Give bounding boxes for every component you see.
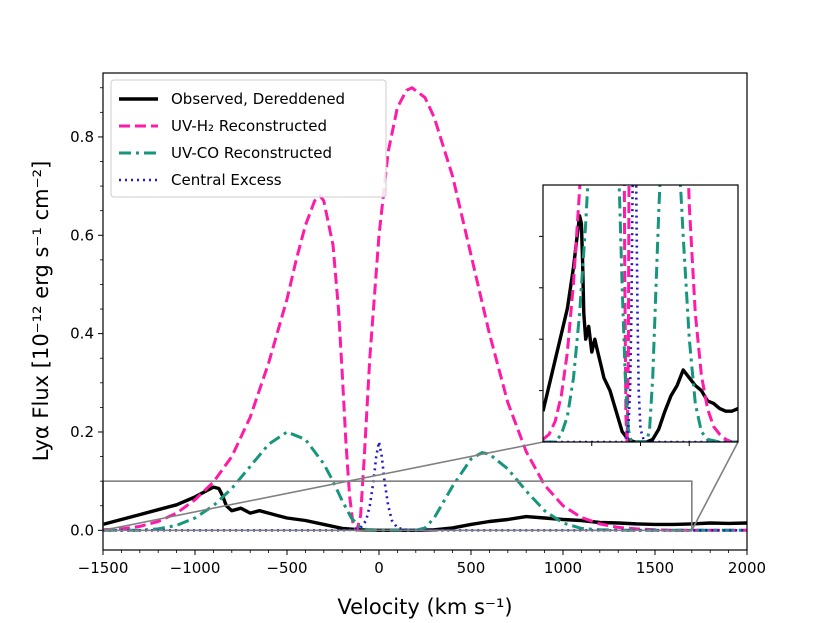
y-tick-label: 0.2 <box>70 423 94 441</box>
legend-label: UV-H₂ Reconstructed <box>171 117 327 135</box>
y-tick-label: 0.6 <box>70 226 94 244</box>
x-tick-label: 1000 <box>544 559 582 577</box>
y-tick-label: 0.0 <box>70 521 94 539</box>
series-line-uv-h2-reconstructed <box>103 86 747 532</box>
x-tick-label: −1500 <box>78 559 129 577</box>
y-tick-label: 0.4 <box>70 325 94 343</box>
x-tick-label: −1000 <box>170 559 221 577</box>
plot-area-frame <box>102 72 748 551</box>
x-tick-label: 500 <box>457 559 486 577</box>
legend-label: Central Excess <box>171 171 282 189</box>
series-line-central-excess <box>103 440 747 532</box>
axis-ticks: −1500 −1000 −500 0 500 1000 1500 2000 0.0 0.2 0.4 0… <box>70 87 766 577</box>
x-tick-label: 2000 <box>728 559 766 577</box>
legend-label: UV-CO Reconstructed <box>171 144 332 162</box>
inset-series-line-central-excess <box>543 185 738 442</box>
inset-series-line-uv-h2-reconstructed <box>543 185 738 442</box>
inset-series-line-uv-co-reconstructed <box>543 185 738 442</box>
legend: Observed, Dereddened UV-H₂ Reconstructed U… <box>110 79 387 198</box>
x-tick-label: 0 <box>374 559 384 577</box>
x-tick-label: −500 <box>266 559 307 577</box>
y-axis-label: Lyα Flux [10⁻¹² erg s⁻¹ cm⁻²] <box>29 161 53 462</box>
y-tick-label: 0.8 <box>70 128 94 146</box>
legend-label: Observed, Dereddened <box>171 90 345 108</box>
inset-series-layer <box>543 185 738 442</box>
inset-connector-line <box>691 441 739 531</box>
inset-connector-line <box>102 441 544 532</box>
legend-box <box>110 79 387 198</box>
inset-ticks <box>539 235 690 446</box>
x-tick-label: 1500 <box>636 559 674 577</box>
x-axis-label: Velocity (km s⁻¹) <box>337 595 512 619</box>
